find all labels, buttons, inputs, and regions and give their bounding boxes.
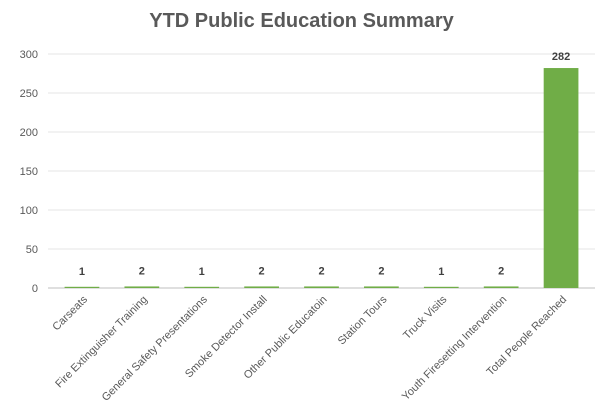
y-tick-label: 200	[20, 127, 38, 139]
y-tick-label: 250	[20, 88, 38, 100]
data-label: 2	[318, 265, 324, 277]
data-label: 2	[259, 265, 265, 277]
bar	[304, 286, 339, 288]
data-label: 1	[438, 266, 444, 278]
category-label: Truck Visits	[401, 293, 450, 342]
y-tick-label: 50	[26, 244, 38, 256]
y-tick-label: 300	[20, 49, 38, 61]
data-label: 2	[378, 265, 384, 277]
data-label: 282	[552, 51, 570, 63]
y-tick-label: 150	[20, 166, 38, 178]
bar	[483, 286, 519, 288]
category-label: General Safety Presentations	[100, 293, 210, 403]
bar	[184, 286, 220, 288]
bar	[423, 286, 459, 288]
bar	[64, 286, 100, 288]
category-label: Youth Firesetting Intervention	[400, 294, 509, 403]
data-label: 1	[199, 266, 205, 278]
data-label: 2	[139, 265, 145, 277]
y-tick-label: 100	[20, 205, 38, 217]
data-label: 2	[498, 265, 504, 277]
bar	[364, 286, 399, 288]
bar	[543, 68, 579, 288]
bar	[244, 286, 279, 288]
bar	[124, 286, 160, 288]
category-label: Carseats	[50, 293, 90, 333]
category-label: Station Tours	[336, 293, 390, 347]
chart-title: YTD Public Education Summary	[149, 10, 454, 32]
data-label: 1	[79, 266, 85, 278]
y-tick-label: 0	[32, 283, 38, 295]
